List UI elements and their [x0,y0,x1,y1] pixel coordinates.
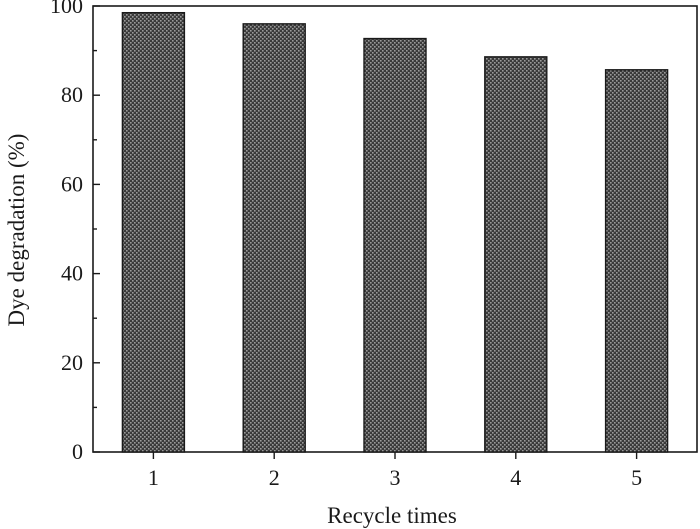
y-tick-label: 20 [61,350,83,375]
bar-recycle-5 [604,69,669,453]
y-tick-label: 40 [61,261,83,286]
bar-recycle-4 [484,56,548,453]
x-tick-label: 2 [269,465,280,490]
y-axis-title: Dye degradation (%) [4,134,29,327]
x-axis-title: Recycle times [327,503,457,528]
x-tick-label: 1 [148,465,159,490]
bar-recycle-2 [242,23,306,453]
bar-recycle-3 [363,37,427,453]
y-tick-label: 60 [61,171,83,196]
x-tick-label: 3 [390,465,401,490]
y-tick-label: 80 [61,82,83,107]
y-tick-label: 100 [50,0,83,18]
y-tick-label: 0 [72,439,83,464]
plot-area: 0 20 40 60 80 100 1 2 3 4 5 [50,0,698,490]
x-tick-label: 5 [631,465,642,490]
x-tick-label: 4 [510,465,521,490]
bar-recycle-1 [121,11,186,453]
